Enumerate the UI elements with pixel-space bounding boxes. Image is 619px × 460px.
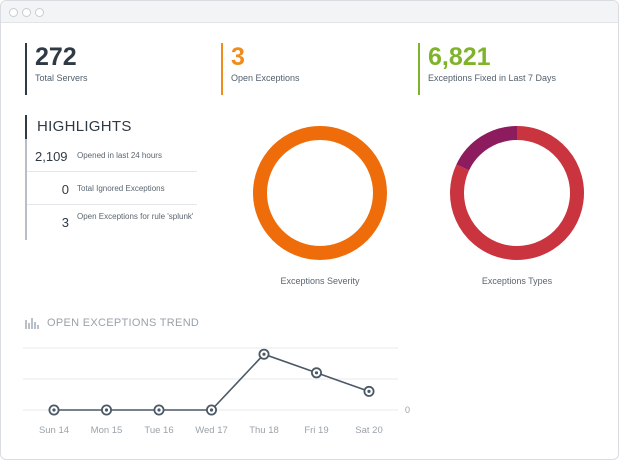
donut-slice[interactable] [450,126,584,260]
metric-value: 272 [35,43,77,71]
metric-label: Exceptions Fixed in Last 7 Days [428,73,557,83]
highlight-item: 2,109 Opened in last 24 hours [27,139,197,172]
trend-point-center [52,408,56,412]
trend-point-center [157,408,161,412]
highlight-label: Opened in last 24 hours [77,151,162,160]
trend-point-center [104,408,109,412]
window-maximize-button[interactable] [35,8,44,17]
metric-value: 3 [231,43,245,71]
trend-point-center [209,408,214,412]
metric-value: 6,821 [428,43,491,71]
donut-slice[interactable] [253,126,387,260]
window-close-button[interactable] [9,8,18,17]
metric-total-servers: 272 Total Servers [25,43,88,95]
x-axis-tick-label: Tue 16 [144,425,173,436]
y-axis-zero-label: 0 [405,405,410,415]
severity-donut-chart [253,126,387,260]
title-bar [1,1,618,23]
x-axis-tick-label: Sun 14 [39,425,69,436]
open-exceptions-trend-chart: 0 Sun 14 Mon 15 Tue 16 Wed 17 Thu 18 Fri 19 Sa… [23,347,410,436]
x-axis-tick-label: Fri 19 [304,425,328,436]
types-chart-label: Exceptions Types [481,276,553,286]
highlights-list: 2,109 Opened in last 24 hours 0 Total Ig… [25,139,197,240]
donut-slice[interactable] [456,126,518,171]
x-axis-tick-label: Mon 15 [91,425,123,436]
highlight-value: 0 [61,182,69,197]
window-minimize-button[interactable] [22,8,31,17]
highlight-item: 0 Total Ignored Exceptions [27,172,197,205]
bar-chart-icon [25,318,39,329]
highlight-item: 3 Open Exceptions for rule 'splunk' [27,205,197,238]
x-axis-tick-label: Sat 20 [355,425,382,436]
highlight-label: Open Exceptions for rule 'splunk' [77,212,194,221]
trend-point-center [367,389,371,393]
highlights-heading: HIGHLIGHTS [25,115,132,139]
metric-label: Total Servers [35,73,88,83]
severity-chart-label: Exceptions Severity [280,276,360,286]
trend-title: OPEN EXCEPTIONS TREND [47,317,200,329]
trend-series-line [54,353,370,411]
highlight-value: 3 [61,215,69,230]
metric-exceptions-fixed: 6,821 Exceptions Fixed in Last 7 Days [418,43,556,95]
x-axis-tick-label: Wed 17 [195,425,228,436]
metric-open-exceptions: 3 Open Exceptions [221,43,300,95]
types-donut-chart [450,126,584,260]
metric-label: Open Exceptions [231,73,300,83]
trend-point-center [314,371,319,375]
trend-point-center [262,352,266,356]
highlight-value: 2,109 [35,149,68,164]
highlight-label: Total Ignored Exceptions [77,184,165,193]
x-axis-tick-label: Thu 18 [249,425,279,436]
